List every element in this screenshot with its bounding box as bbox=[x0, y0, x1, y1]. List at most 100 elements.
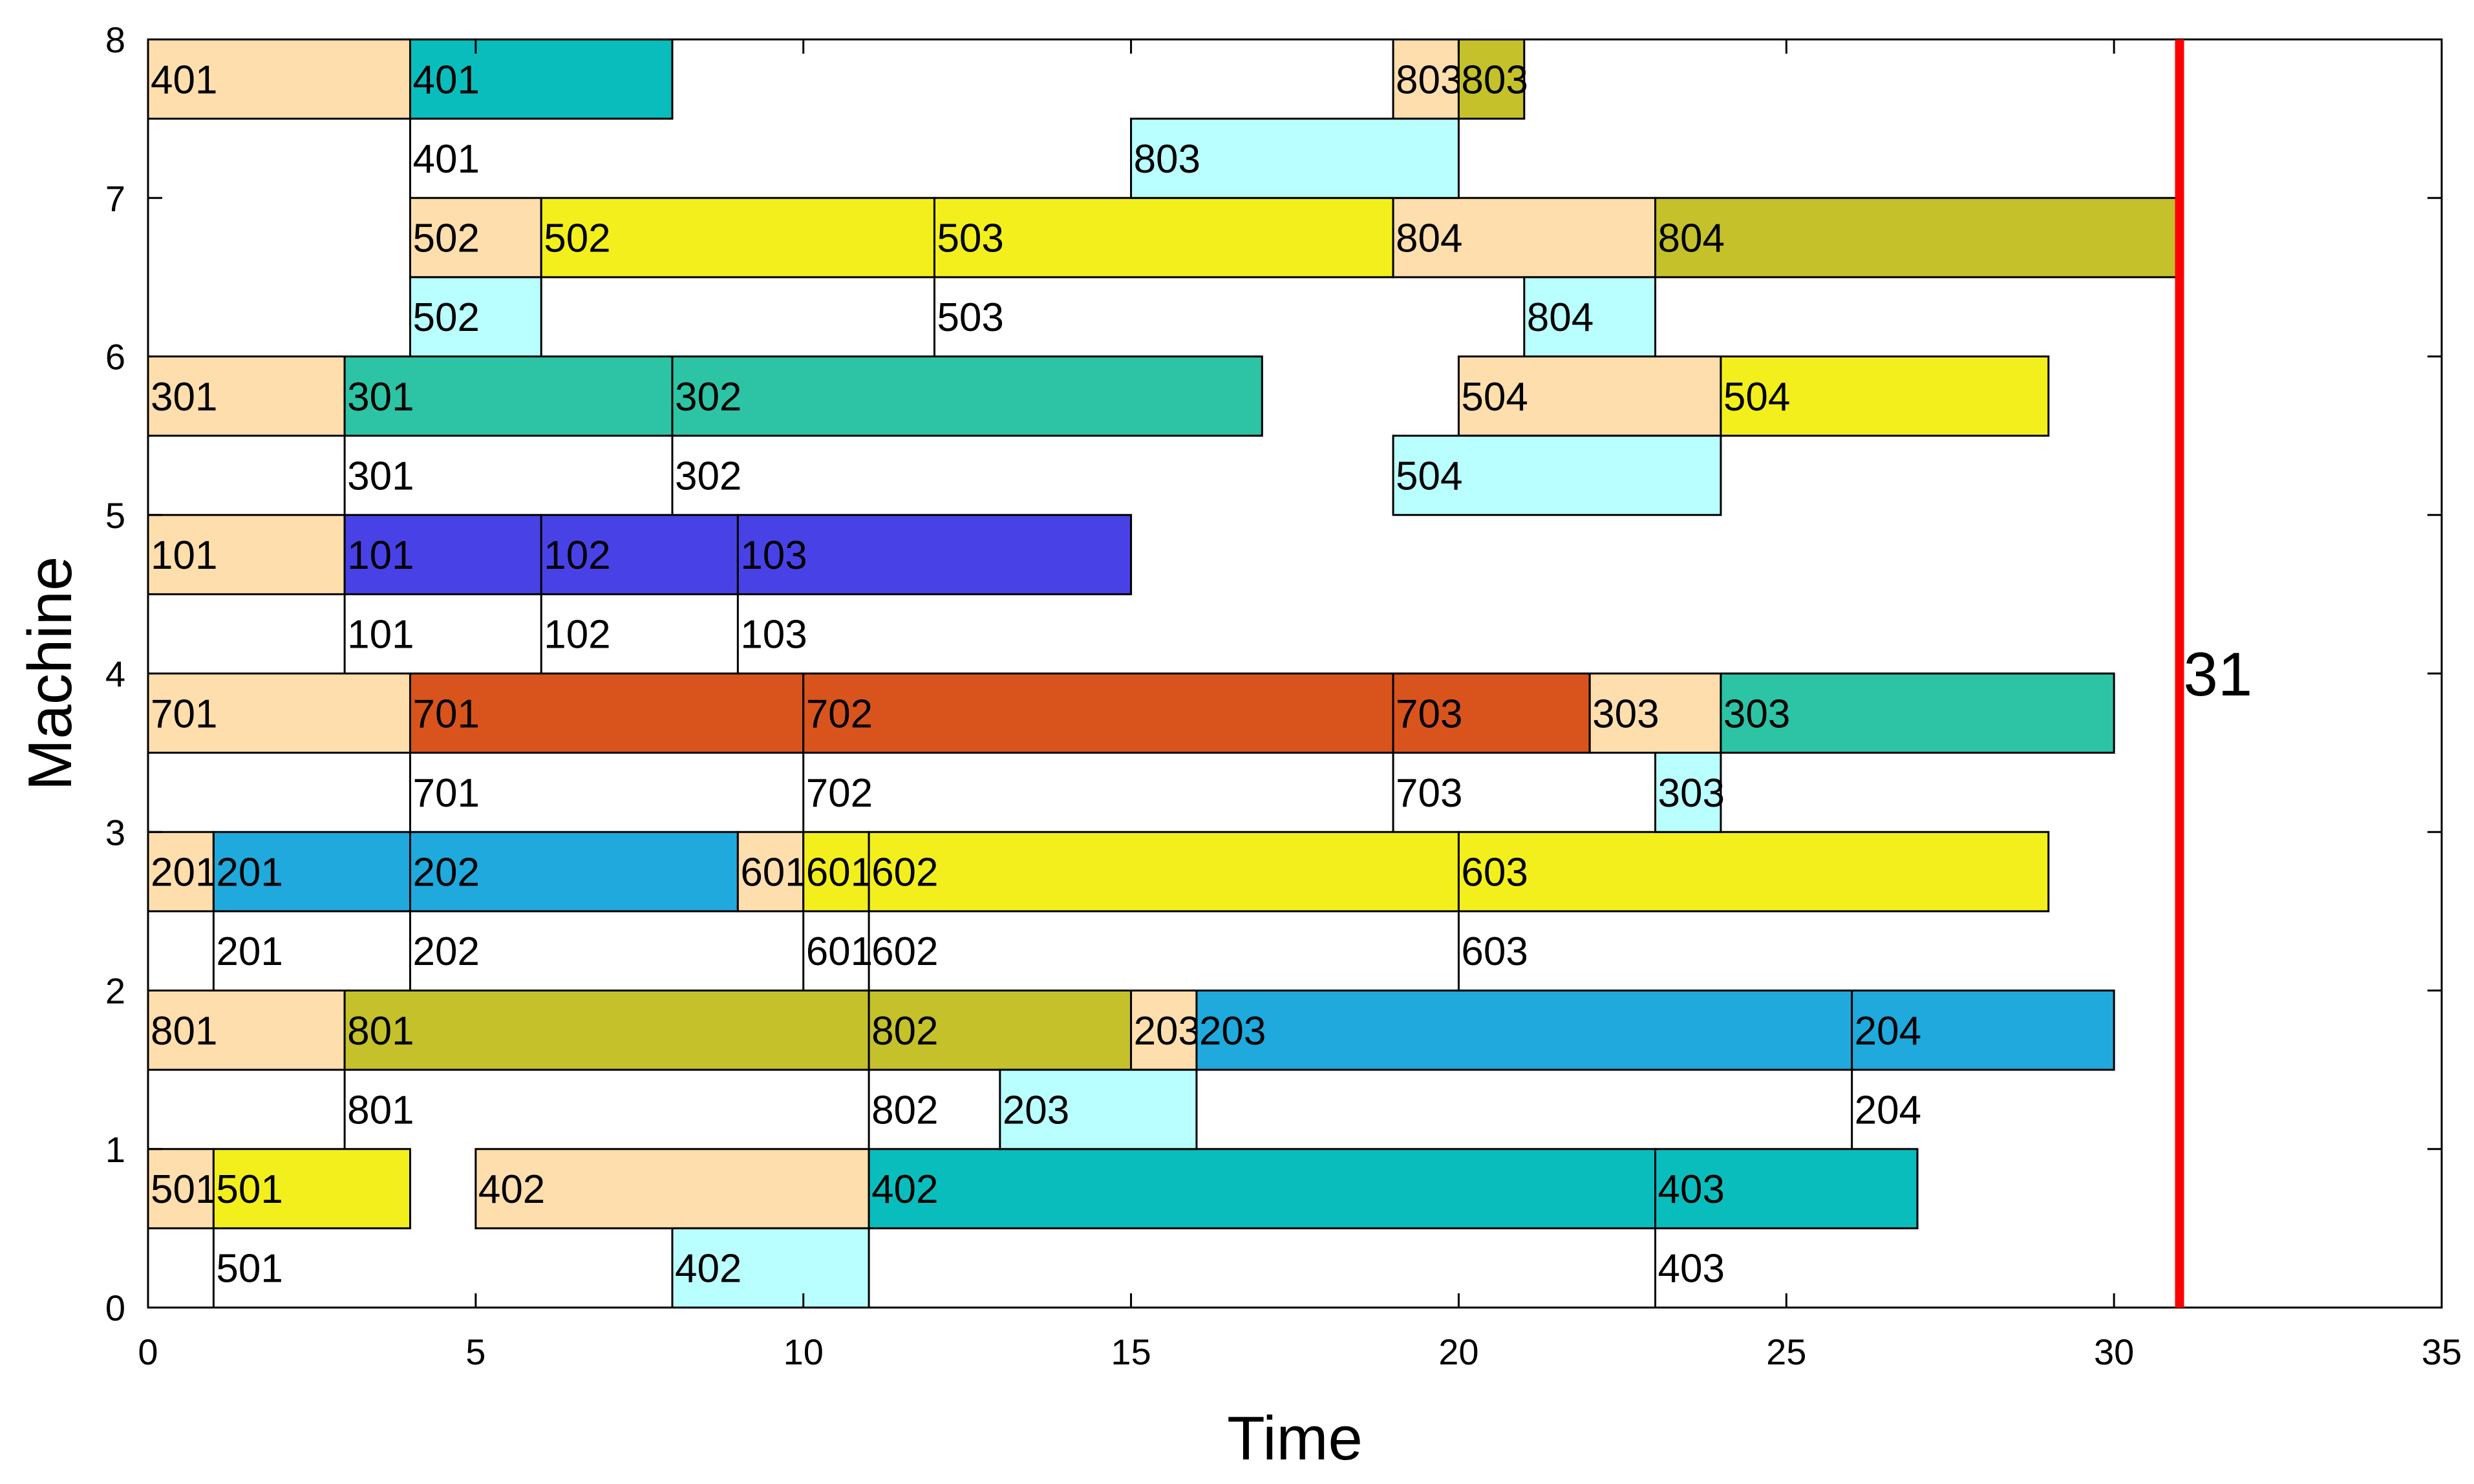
lower-label-m2-802: 802 bbox=[871, 1088, 938, 1132]
transport-bar-m7-502 bbox=[409, 276, 542, 357]
gantt-bar-m3-201 bbox=[212, 831, 411, 913]
lower-label-m2-801: 801 bbox=[347, 1088, 414, 1132]
bar-label-m6-302: 302 bbox=[675, 375, 741, 419]
bar-label-m3-602: 602 bbox=[871, 851, 938, 895]
bar-label-m1-402: 402 bbox=[871, 1167, 938, 1212]
lower-label-m4-702: 702 bbox=[806, 771, 873, 816]
gantt-bar-m1-402 bbox=[868, 1148, 1657, 1229]
transport-bar-m1-402 bbox=[671, 1227, 870, 1309]
bar-label-m2-801: 801 bbox=[151, 1009, 217, 1054]
x-axis-title: Time bbox=[1227, 1404, 1363, 1473]
gantt-bar-m3-202 bbox=[409, 831, 739, 913]
y-tick-label: 5 bbox=[105, 495, 125, 536]
y-tick-label: 8 bbox=[105, 19, 125, 60]
lower-label-m1-402: 402 bbox=[675, 1247, 741, 1291]
lower-label-m3-602: 602 bbox=[871, 929, 938, 974]
x-tick-label: 20 bbox=[1438, 1331, 1478, 1372]
lower-label-m7-503: 503 bbox=[937, 295, 1003, 340]
gantt-bar-m7-502 bbox=[540, 196, 935, 279]
gantt-bar-m3-603 bbox=[1457, 831, 2050, 913]
lower-label-m4-701: 701 bbox=[412, 771, 479, 816]
gantt-bar-m2-204 bbox=[1851, 990, 2115, 1071]
gantt-bar-m4-701 bbox=[409, 672, 805, 754]
lower-label-m2-203: 203 bbox=[1003, 1088, 1069, 1132]
bar-label-m4-303: 303 bbox=[1592, 692, 1659, 736]
lower-label-m1-403: 403 bbox=[1658, 1247, 1725, 1291]
bar-label-m7-804: 804 bbox=[1396, 217, 1462, 261]
lower-label-m3-603: 603 bbox=[1461, 929, 1528, 974]
bar-label-m4-701: 701 bbox=[151, 692, 217, 736]
gantt-bar-m7-503 bbox=[933, 196, 1394, 279]
lower-label-m4-703: 703 bbox=[1396, 771, 1462, 816]
bar-label-m2-203: 203 bbox=[1199, 1009, 1266, 1054]
bar-label-m8-401: 401 bbox=[151, 58, 217, 102]
bar-label-m1-402: 402 bbox=[478, 1167, 545, 1212]
gantt-bar-m4-303 bbox=[1720, 672, 2115, 754]
bar-label-m8-803: 803 bbox=[1461, 58, 1528, 102]
gantt-bar-m2-801 bbox=[343, 990, 870, 1071]
bar-label-m5-101: 101 bbox=[347, 533, 414, 578]
transport-bar-m2-203 bbox=[999, 1068, 1198, 1150]
lower-label-m2-204: 204 bbox=[1855, 1088, 1921, 1132]
gantt-bar-m5-102 bbox=[540, 514, 739, 595]
bar-label-m4-703: 703 bbox=[1396, 692, 1462, 736]
transport-bar-m7-804 bbox=[1523, 276, 1657, 357]
gantt-bar-m2-203 bbox=[1195, 990, 1853, 1071]
gantt-bar-m1-501 bbox=[147, 1148, 215, 1229]
y-tick-label: 7 bbox=[105, 178, 125, 218]
gantt-bar-m2-801 bbox=[147, 990, 346, 1071]
bar-label-m1-501: 501 bbox=[151, 1167, 217, 1212]
y-axis-title: Machine bbox=[16, 556, 85, 791]
bar-label-m5-101: 101 bbox=[151, 533, 217, 578]
gantt-bar-m4-702 bbox=[802, 672, 1394, 754]
makespan-layer: 31 bbox=[2175, 39, 2253, 1308]
gantt-bar-m1-403 bbox=[1654, 1148, 1919, 1229]
bar-label-m4-702: 702 bbox=[806, 692, 873, 736]
x-tick-label: 0 bbox=[138, 1331, 158, 1372]
x-tick-label: 10 bbox=[784, 1331, 824, 1372]
bar-label-m6-504: 504 bbox=[1461, 375, 1528, 419]
x-tick-label: 35 bbox=[2422, 1331, 2462, 1372]
bar-label-m3-201: 201 bbox=[216, 851, 283, 895]
bar-label-m2-801: 801 bbox=[347, 1009, 414, 1054]
gantt-bar-m6-302 bbox=[671, 355, 1263, 437]
gantt-bar-m1-501 bbox=[212, 1148, 411, 1229]
bar-label-m2-203: 203 bbox=[1134, 1009, 1200, 1054]
bar-label-m2-802: 802 bbox=[871, 1009, 938, 1054]
gantt-bar-m4-303 bbox=[1588, 672, 1722, 754]
lower-label-m3-601: 601 bbox=[806, 929, 873, 974]
y-tick-label: 0 bbox=[105, 1288, 125, 1328]
lower-label-m3-201: 201 bbox=[216, 929, 283, 974]
lower-label-m5-101: 101 bbox=[347, 613, 414, 657]
x-tick-label: 15 bbox=[1111, 1331, 1151, 1372]
gantt-bar-m3-201 bbox=[147, 831, 215, 913]
x-tick-label: 5 bbox=[465, 1331, 485, 1372]
gantt-bar-m7-804 bbox=[1654, 196, 2181, 279]
bar-label-m3-601: 601 bbox=[740, 851, 807, 895]
lower-label-m4-303: 303 bbox=[1658, 771, 1725, 816]
lower-label-m1-501: 501 bbox=[216, 1247, 283, 1291]
makespan-label: 31 bbox=[2184, 640, 2253, 709]
lower-label-m6-504: 504 bbox=[1396, 454, 1462, 498]
bar-label-m2-204: 204 bbox=[1855, 1009, 1921, 1054]
lower-label-m7-804: 804 bbox=[1527, 295, 1594, 340]
y-tick-label: 2 bbox=[105, 971, 125, 1012]
bar-label-m3-603: 603 bbox=[1461, 851, 1528, 895]
gantt-bar-m5-101 bbox=[147, 514, 346, 595]
y-tick-label: 6 bbox=[105, 337, 125, 377]
gantt-bar-m4-703 bbox=[1392, 672, 1591, 754]
gantt-bar-m8-401 bbox=[147, 38, 411, 120]
y-tick-label: 3 bbox=[105, 812, 125, 853]
bar-label-m8-401: 401 bbox=[412, 58, 479, 102]
bar-label-m1-501: 501 bbox=[216, 1167, 283, 1212]
transport-bar-m8-803 bbox=[1130, 118, 1460, 199]
gantt-bar-m3-601 bbox=[802, 831, 870, 913]
lower-label-m8-401: 401 bbox=[412, 137, 479, 182]
bar-label-m7-502: 502 bbox=[412, 217, 479, 261]
y-tick-label: 4 bbox=[105, 653, 125, 694]
bar-label-m5-103: 103 bbox=[740, 533, 807, 578]
gantt-bar-m1-402 bbox=[475, 1148, 870, 1229]
